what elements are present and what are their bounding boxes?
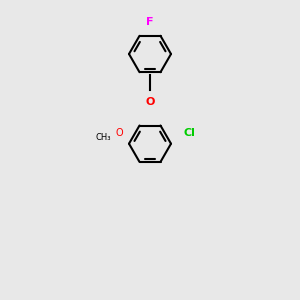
Text: CH₃: CH₃ bbox=[95, 133, 111, 142]
Text: F: F bbox=[146, 17, 154, 27]
Text: O: O bbox=[116, 128, 123, 138]
Text: O: O bbox=[145, 97, 155, 107]
Text: Cl: Cl bbox=[183, 128, 195, 138]
